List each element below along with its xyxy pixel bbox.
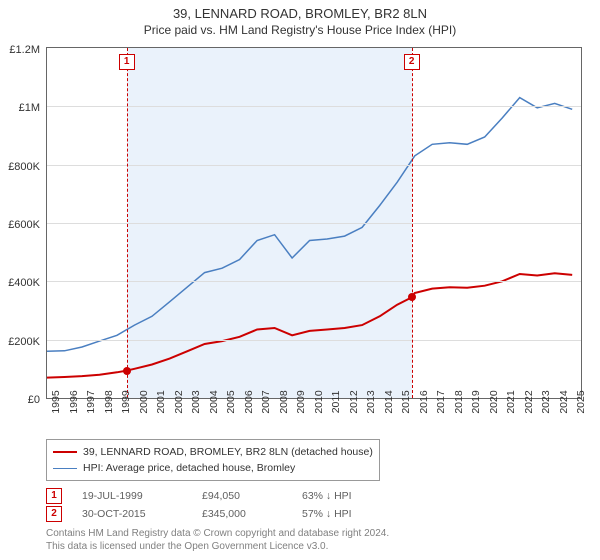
x-tick-label: 2017 <box>435 390 447 413</box>
sale-marker-badge: 1 <box>119 54 135 70</box>
x-tick-label: 2007 <box>260 390 272 413</box>
sale-marker-dot <box>123 367 131 375</box>
footer-line-1: Contains HM Land Registry data © Crown c… <box>46 527 600 540</box>
chart-plot-area: 12 <box>46 47 582 399</box>
sales-row: 1 19-JUL-1999 £94,050 63% ↓ HPI <box>46 487 600 505</box>
sales-row: 2 30-OCT-2015 £345,000 57% ↓ HPI <box>46 505 600 523</box>
x-tick-label: 1996 <box>68 390 80 413</box>
footer-attribution: Contains HM Land Registry data © Crown c… <box>46 527 600 553</box>
sale-marker-line <box>127 48 128 398</box>
x-tick-label: 2010 <box>313 390 325 413</box>
x-tick-label: 2013 <box>365 390 377 413</box>
legend-label: 39, LENNARD ROAD, BROMLEY, BR2 8LN (deta… <box>83 444 373 460</box>
x-tick-label: 2005 <box>225 390 237 413</box>
sales-row-price: £94,050 <box>202 487 282 505</box>
x-tick-label: 2009 <box>295 390 307 413</box>
title-block: 39, LENNARD ROAD, BROMLEY, BR2 8LN Price… <box>0 0 600 37</box>
x-tick-label: 2001 <box>155 390 167 413</box>
sales-row-pct: 57% ↓ HPI <box>302 505 412 523</box>
legend-swatch <box>53 451 77 453</box>
sales-row-date: 19-JUL-1999 <box>82 487 182 505</box>
sale-marker-badge: 2 <box>404 54 420 70</box>
x-tick-label: 1998 <box>103 390 115 413</box>
x-axis-labels: 1995199619971998199920002001200220032004… <box>46 400 580 440</box>
title-main: 39, LENNARD ROAD, BROMLEY, BR2 8LN <box>0 6 600 21</box>
sales-row-badge: 1 <box>46 488 62 504</box>
x-tick-label: 2020 <box>488 390 500 413</box>
x-tick-label: 2019 <box>470 390 482 413</box>
legend-swatch <box>53 468 77 469</box>
x-tick-label: 2024 <box>558 390 570 413</box>
x-tick-label: 2011 <box>330 391 342 414</box>
x-tick-label: 2022 <box>523 390 535 413</box>
x-tick-label: 1997 <box>85 390 97 413</box>
x-tick-label: 1999 <box>120 390 132 413</box>
legend-label: HPI: Average price, detached house, Brom… <box>83 460 295 476</box>
x-tick-label: 2003 <box>190 390 202 413</box>
x-tick-label: 2012 <box>348 390 360 413</box>
y-tick-label: £0 <box>0 394 40 406</box>
sales-row-pct: 63% ↓ HPI <box>302 487 412 505</box>
x-tick-label: 2000 <box>138 390 150 413</box>
title-sub: Price paid vs. HM Land Registry's House … <box>0 23 600 37</box>
footer-line-2: This data is licensed under the Open Gov… <box>46 540 600 553</box>
legend-box: 39, LENNARD ROAD, BROMLEY, BR2 8LN (deta… <box>46 439 380 481</box>
sales-row-badge: 2 <box>46 506 62 522</box>
y-tick-label: £400K <box>0 277 40 289</box>
chart-container: 39, LENNARD ROAD, BROMLEY, BR2 8LN Price… <box>0 0 600 560</box>
x-tick-label: 2006 <box>243 390 255 413</box>
x-tick-label: 2025 <box>575 390 587 413</box>
x-tick-label: 2014 <box>383 390 395 413</box>
x-tick-label: 2018 <box>453 390 465 413</box>
x-tick-label: 2016 <box>418 390 430 413</box>
y-tick-label: £1.2M <box>0 44 40 56</box>
sales-row-date: 30-OCT-2015 <box>82 505 182 523</box>
x-tick-label: 2015 <box>400 390 412 413</box>
legend-item: 39, LENNARD ROAD, BROMLEY, BR2 8LN (deta… <box>53 444 373 460</box>
sale-marker-line <box>412 48 413 398</box>
y-tick-label: £800K <box>0 161 40 173</box>
legend-item: HPI: Average price, detached house, Brom… <box>53 460 373 476</box>
y-tick-label: £600K <box>0 219 40 231</box>
x-tick-label: 2021 <box>505 390 517 413</box>
x-tick-label: 2004 <box>208 390 220 413</box>
x-tick-label: 2008 <box>278 390 290 413</box>
sales-table: 1 19-JUL-1999 £94,050 63% ↓ HPI 2 30-OCT-2015… <box>46 487 600 523</box>
x-tick-label: 1995 <box>50 390 62 413</box>
x-tick-label: 2002 <box>173 390 185 413</box>
sale-marker-dot <box>408 293 416 301</box>
x-tick-label: 2023 <box>540 390 552 413</box>
y-tick-label: £1M <box>0 102 40 114</box>
sales-row-price: £345,000 <box>202 505 282 523</box>
y-tick-label: £200K <box>0 336 40 348</box>
